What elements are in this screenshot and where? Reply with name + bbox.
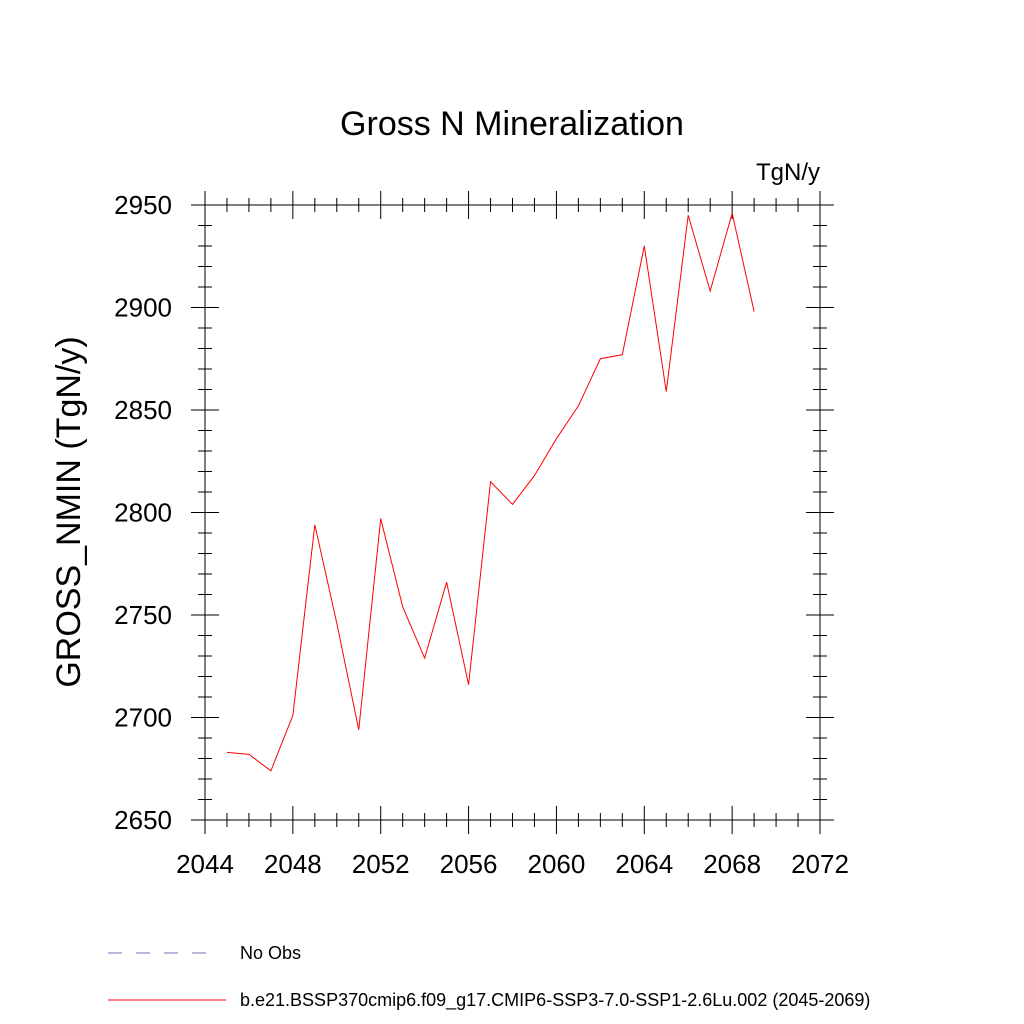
- legend: No Obs b.e21.BSSP370cmip6.f09_g17.CMIP6-S…: [108, 943, 870, 1011]
- y-tick-label: 2900: [114, 293, 172, 323]
- y-tick-label: 2750: [114, 600, 172, 630]
- x-tick-label: 2068: [703, 849, 761, 879]
- axis-ticks: 2044 2048 2052 2056 2060 2064 2068 2072 2650 2700…: [114, 190, 849, 879]
- y-tick-label: 2700: [114, 703, 172, 733]
- y-tick-label: 2850: [114, 395, 172, 425]
- y-axis-label: GROSS_NMIN (TgN/y): [50, 336, 88, 687]
- x-tick-label: 2048: [264, 849, 322, 879]
- y-tick-label: 2800: [114, 498, 172, 528]
- plot-frame: [204, 204, 821, 821]
- y-tick-label: 2950: [114, 190, 172, 220]
- units-label: TgN/y: [756, 159, 820, 186]
- x-tick-label: 2056: [440, 849, 498, 879]
- x-tick-label: 2064: [615, 849, 673, 879]
- series-line: [226, 213, 755, 772]
- legend-label: No Obs: [240, 943, 301, 963]
- chart-title: Gross N Mineralization: [340, 105, 684, 143]
- x-tick-label: 2052: [352, 849, 410, 879]
- legend-label: b.e21.BSSP370cmip6.f09_g17.CMIP6-SSP3-7.…: [240, 990, 870, 1011]
- x-tick-label: 2060: [528, 849, 586, 879]
- y-tick-label: 2650: [114, 805, 172, 835]
- x-tick-label: 2044: [176, 849, 234, 879]
- x-tick-label: 2072: [791, 849, 849, 879]
- series-layer: [226, 213, 755, 772]
